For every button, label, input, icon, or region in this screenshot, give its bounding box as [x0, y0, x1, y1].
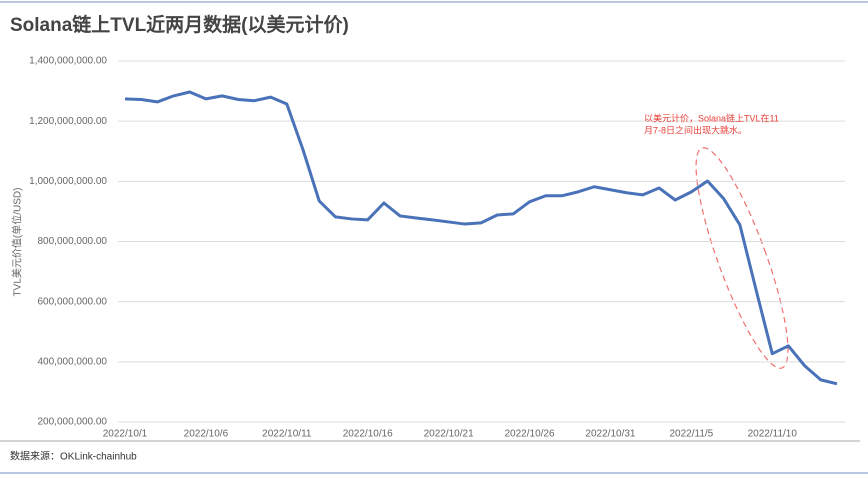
- y-axis-label: TVL美元价值(单位/USD): [11, 188, 24, 297]
- y-tick-label: 1,000,000,000.00: [29, 176, 107, 187]
- y-tick-label: 1,200,000,000.00: [29, 116, 107, 127]
- x-tick-label: 2022/10/16: [343, 429, 393, 440]
- x-tick-label: 2022/10/11: [262, 429, 312, 440]
- x-tick-label: 2022/10/1: [103, 429, 148, 440]
- x-tick-label: 2022/11/5: [669, 429, 713, 440]
- x-tick-label: 2022/10/26: [505, 429, 555, 440]
- x-tick-label: 2022/10/31: [585, 429, 635, 440]
- annotation: 月7-8日之间出现大跳水。: [644, 124, 747, 135]
- y-tick-label: 800,000,000.00: [37, 236, 107, 247]
- source-note: 数据来源：OKLink-chainhub: [10, 450, 137, 463]
- x-tick-label: 2022/10/6: [184, 429, 229, 440]
- highlight-ellipse: [695, 147, 789, 369]
- y-tick-label: 1,400,000,000.00: [29, 56, 107, 67]
- y-tick-label: 400,000,000.00: [37, 356, 107, 367]
- x-tick-label: 2022/11/10: [748, 429, 798, 440]
- annotation: 以美元计价，Solana链上TVL在11: [644, 112, 779, 123]
- y-tick-label: 600,000,000.00: [37, 296, 107, 307]
- x-tick-label: 2022/10/21: [424, 429, 474, 440]
- chart-title: Solana链上TVL近两月数据(以美元计价): [10, 13, 349, 36]
- data-line: [124, 90, 838, 386]
- y-tick-label: 200,000,000.00: [37, 417, 107, 428]
